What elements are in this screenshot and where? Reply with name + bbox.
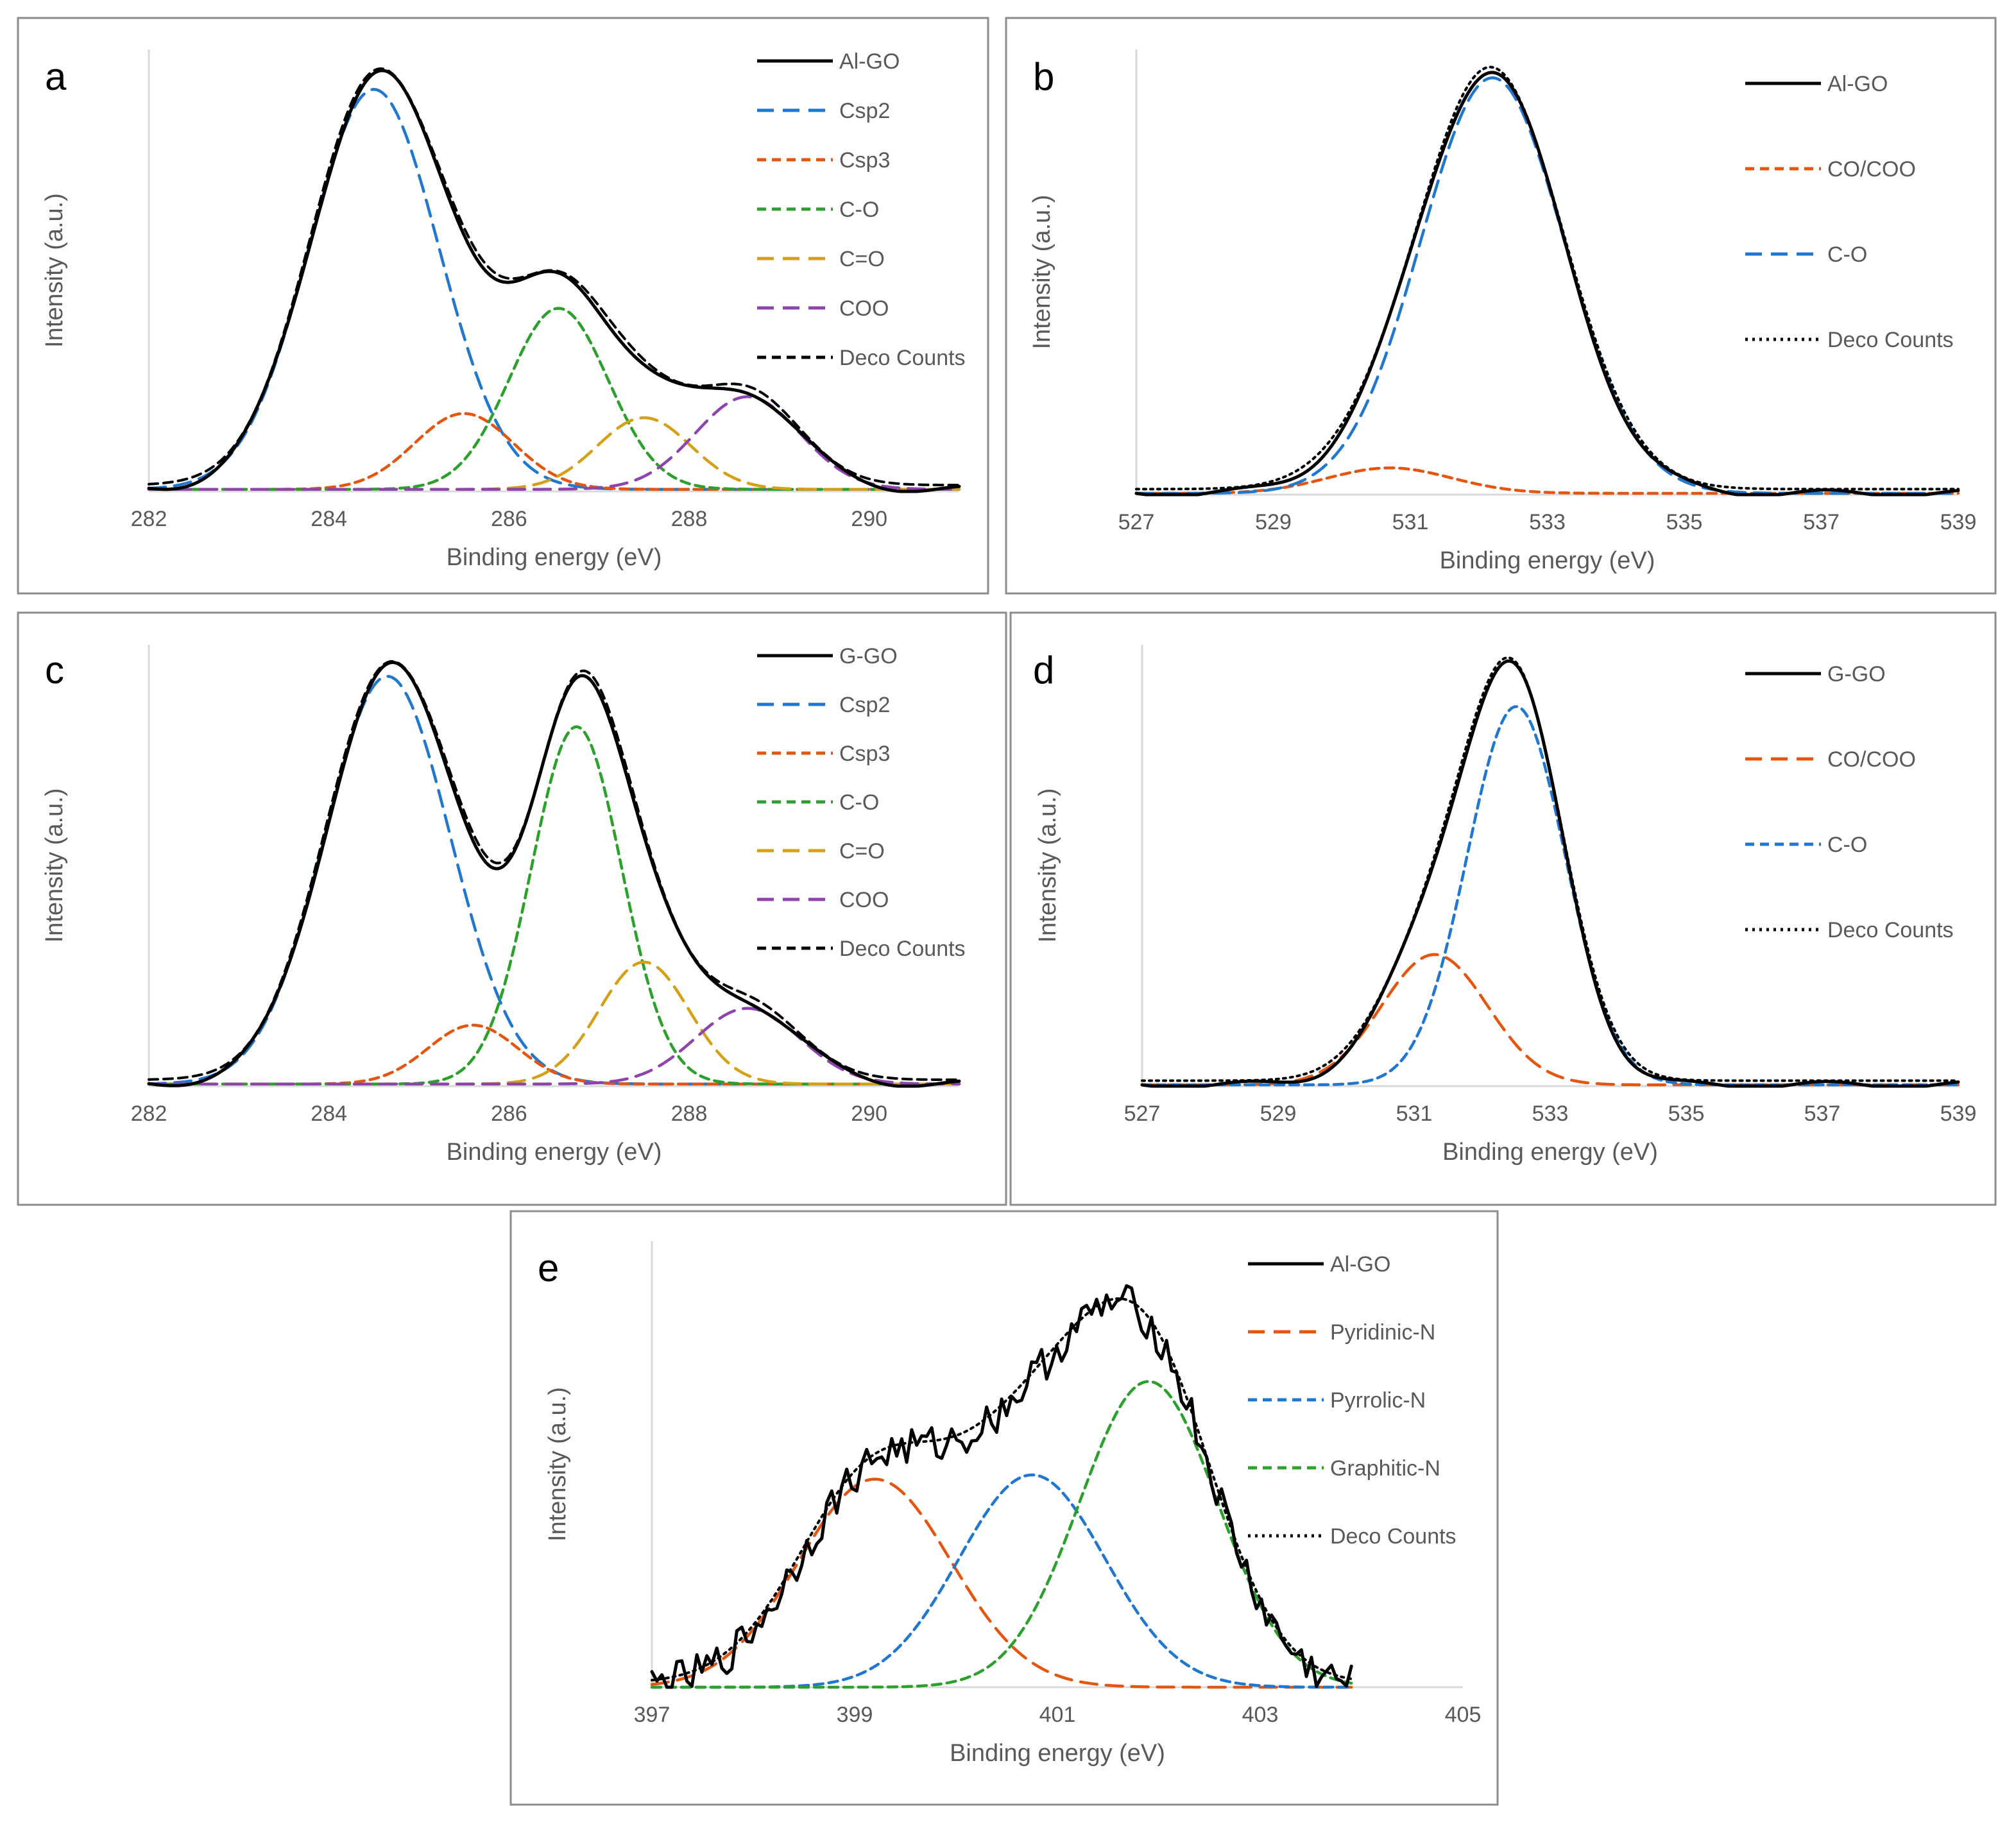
x-tick-label: 282: [131, 1102, 167, 1126]
series-coo: [147, 395, 961, 491]
x-tick-label: 535: [1668, 1102, 1705, 1126]
x-axis-title: Binding energy (eV): [1440, 547, 1655, 574]
x-tick-label: 403: [1242, 1703, 1279, 1727]
x-tick-label: 527: [1124, 1102, 1161, 1126]
panel-letter: d: [1033, 649, 1054, 692]
legend-label: Deco Counts: [1827, 328, 1954, 352]
x-tick-label: 537: [1803, 510, 1840, 534]
legend-label: CO/COO: [1827, 157, 1916, 182]
legend-label: Al-GO: [1827, 72, 1888, 96]
x-tick-label: 531: [1396, 1102, 1433, 1126]
legend-label: CO/COO: [1827, 747, 1916, 772]
legend: G-GO CO/COO C-O Deco Counts: [1745, 662, 1954, 942]
x-tick-label: 284: [311, 1102, 347, 1126]
series-coo: [147, 1007, 961, 1085]
series-pyrrolic-n: [650, 1473, 1353, 1689]
panel-frame: [17, 611, 1007, 1206]
x-tick-label: 539: [1940, 1102, 1977, 1126]
x-tick-label: 286: [491, 1102, 527, 1126]
legend-label: C-O: [1827, 242, 1867, 267]
y-axis-title: Intensity (a.u.): [41, 788, 68, 943]
panel-frame: [509, 1210, 1499, 1806]
x-tick-label: 537: [1804, 1102, 1841, 1126]
x-tick-label: 533: [1532, 1102, 1569, 1126]
x-tick-label: 290: [851, 1102, 887, 1126]
x-tick-label: 399: [837, 1703, 873, 1727]
y-axis-title: Intensity (a.u.): [1029, 195, 1055, 350]
legend-label: Al-GO: [1330, 1252, 1390, 1277]
legend-label: G-GO: [1827, 662, 1886, 686]
panel-letter: c: [45, 649, 64, 692]
legend-label: Csp2: [839, 99, 890, 123]
x-tick-label: 288: [671, 507, 708, 531]
panel-c: 282 284 286 288 290 Binding energy (eV) Intens…: [17, 611, 1007, 1206]
panel-b: 527 529 531 533 535 537 539 Binding energy (eV)…: [1005, 17, 1997, 595]
legend-label: Deco Counts: [1827, 918, 1954, 942]
x-tick-label: 282: [131, 507, 167, 531]
series-sample: [147, 661, 961, 1088]
x-axis-title: Binding energy (eV): [447, 544, 662, 571]
legend-label: Csp3: [839, 742, 890, 766]
legend-label: Deco Counts: [1330, 1524, 1456, 1549]
x-tick-label: 529: [1255, 510, 1292, 534]
panel-letter: a: [45, 55, 67, 98]
panel-frame: [1005, 17, 1997, 595]
x-tick-label: 288: [671, 1102, 708, 1126]
panel-letter: b: [1033, 55, 1054, 98]
x-axis-title: Binding energy (eV): [447, 1139, 662, 1166]
series-sample: [1134, 71, 1960, 497]
x-tick-label: 527: [1118, 510, 1155, 534]
legend-label: C-O: [839, 790, 879, 815]
x-tick-label: 286: [491, 507, 527, 531]
legend: Al-GO Pyridinic-N Pyrrolic-N Graphitic-N Dec…: [1248, 1252, 1456, 1549]
legend-label: Graphitic-N: [1330, 1456, 1440, 1481]
x-tick-label: 529: [1260, 1102, 1297, 1126]
x-tick-label: 290: [851, 507, 887, 531]
series-sample: [650, 1284, 1353, 1689]
x-axis-title: Binding energy (eV): [1442, 1139, 1658, 1166]
panel-frame: [17, 17, 989, 595]
x-axis-title: Binding energy (eV): [950, 1740, 1165, 1767]
series-sample: [147, 69, 961, 493]
legend-label: C-O: [1827, 833, 1867, 857]
legend: Al-GO Csp2 Csp3 C-O C=O COO Deco Counts: [757, 49, 966, 370]
y-axis-title: Intensity (a.u.): [41, 193, 68, 348]
x-tick-label: 531: [1392, 510, 1429, 534]
legend-label: Al-GO: [839, 49, 900, 74]
x-tick-label: 535: [1666, 510, 1703, 534]
legend: G-GO Csp2 Csp3 C-O C=O COO Deco Counts: [757, 644, 966, 961]
panel-e: 397 399 401 403 405 Binding energy (eV) Intens…: [509, 1210, 1499, 1806]
panel-frame: [1009, 611, 1997, 1206]
x-tick-label: 401: [1039, 1703, 1076, 1727]
panel-d: 527 529 531 533 535 537 539 Binding energy (eV)…: [1009, 611, 1997, 1206]
y-axis-title: Intensity (a.u.): [1034, 788, 1061, 943]
x-tick-label: 533: [1529, 510, 1566, 534]
panel-a: 282 284 286 288 290 Binding energy (eV) Intens…: [17, 17, 989, 595]
series-c-o: [1140, 705, 1960, 1087]
panel-letter: e: [538, 1246, 559, 1289]
x-tick-label: 405: [1445, 1703, 1482, 1727]
legend-label: Pyrrolic-N: [1330, 1388, 1426, 1413]
legend-label: Deco Counts: [839, 346, 966, 370]
legend-label: Csp2: [839, 693, 890, 717]
legend-label: C=O: [839, 247, 885, 271]
legend: Al-GO CO/COO C-O Deco Counts: [1745, 72, 1954, 352]
legend-label: Csp3: [839, 148, 890, 173]
series-sample: [1140, 659, 1960, 1088]
y-axis-title: Intensity (a.u.): [544, 1387, 571, 1542]
x-tick-label: 397: [634, 1703, 671, 1727]
legend-label: C=O: [839, 839, 885, 863]
x-tick-label: 284: [311, 507, 347, 531]
legend-label: Deco Counts: [839, 937, 966, 961]
legend-label: COO: [839, 296, 889, 321]
legend-label: G-GO: [839, 644, 898, 668]
legend-label: Pyridinic-N: [1330, 1320, 1435, 1345]
legend-label: C-O: [839, 198, 879, 222]
x-tick-label: 539: [1940, 510, 1977, 534]
legend-label: COO: [839, 888, 889, 912]
